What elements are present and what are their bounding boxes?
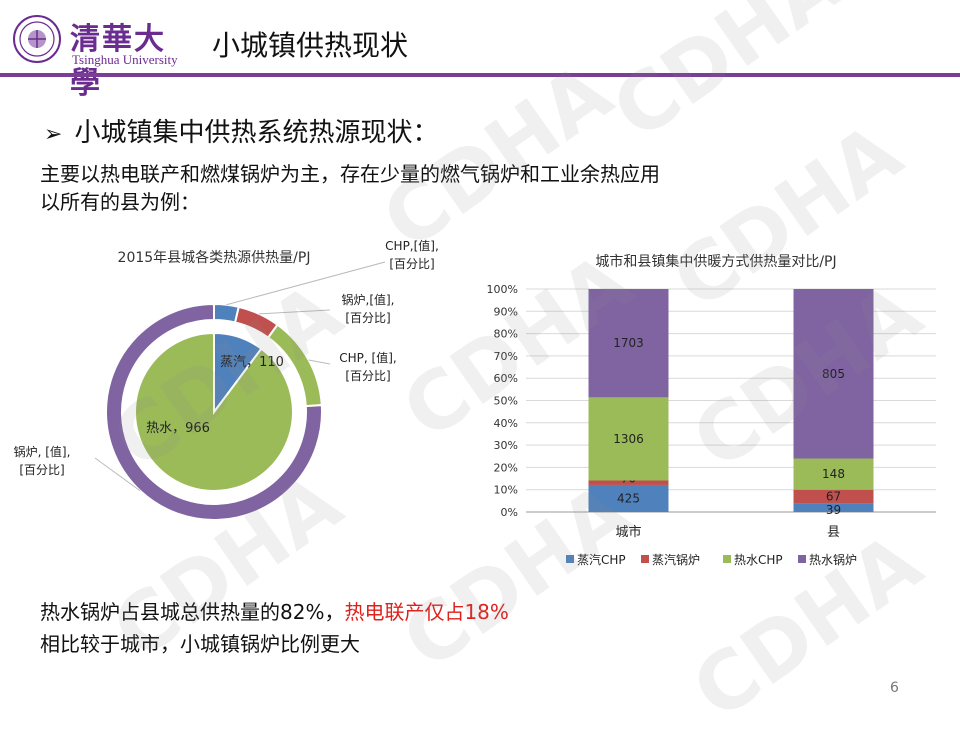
bar-chart-title: 城市和县镇集中供暖方式供热量对比/PJ [595, 253, 836, 270]
pie-inner-slice [134, 331, 294, 492]
pie-outer-label: [百分比] [345, 369, 390, 383]
summary-line-1: 热水锅炉占县城总供热量的82%，热电联产仅占18% [40, 596, 509, 628]
pie-outer-label: CHP,[值], [385, 238, 439, 253]
bar-y-tick-label: 50% [494, 395, 518, 408]
summary-highlight: 热电联产仅占18% [344, 600, 509, 624]
section-heading-text: 小城镇集中供热系统热源现状： [74, 118, 439, 148]
bar-data-label: 425 [617, 491, 640, 505]
legend-label: 蒸汽CHP [577, 552, 626, 567]
bar-segment [588, 484, 669, 512]
logo-chinese-text: 清華大學 [70, 22, 166, 101]
section-heading: ➢ 小城镇集中供热系统热源现状： [44, 112, 438, 149]
intro-line-1: 主要以热电联产和燃煤锅炉为主，存在少量的燃气锅炉和工业余热应用 [40, 162, 660, 186]
pie-outer-label: 锅炉,[值], [342, 292, 395, 307]
bar-data-label: 148 [822, 467, 845, 481]
pie-outer-label: [百分比] [345, 311, 390, 325]
bar-segment [588, 397, 669, 481]
legend-label: 热水CHP [734, 553, 783, 567]
university-logo: 清華大學 Tsinghua University [8, 8, 178, 101]
pie-leader-line [308, 359, 331, 365]
legend-swatch [641, 555, 649, 563]
summary-line-2: 相比较于城市，小城镇锅炉比例更大 [40, 632, 360, 656]
pie-leader-line [259, 309, 331, 315]
bar-data-label: 67 [826, 490, 841, 504]
bar-segment [793, 458, 874, 490]
intro-text: 主要以热电联产和燃煤锅炉为主，存在少量的燃气锅炉和工业余热应用 以所有的县为例： [40, 160, 660, 216]
title-divider [0, 73, 960, 77]
pie-outer-label: 锅炉, [值], [14, 444, 71, 459]
bar-y-tick-label: 10% [494, 484, 518, 497]
bar-segment [793, 503, 874, 512]
bar-segment [588, 480, 669, 485]
bar-x-tick-label: 城市 [615, 524, 641, 540]
pie-inner-label: 蒸汽，110 [220, 355, 284, 370]
arrow-bullet-icon: ➢ [44, 122, 63, 147]
page-number: 6 [890, 680, 899, 696]
bar-y-tick-label: 80% [494, 328, 518, 341]
summary-line-1-text: 热水锅炉占县城总供热量的82%， [40, 600, 345, 624]
bar-y-tick-label: 70% [494, 350, 518, 363]
bar-segment [588, 289, 669, 398]
bar-data-label: 805 [822, 367, 845, 381]
slide-title: 小城镇供热现状 [212, 29, 409, 62]
legend-swatch [798, 555, 806, 563]
bar-data-label: 39 [826, 503, 841, 517]
pie-leader-line [94, 457, 141, 492]
legend-label: 蒸汽锅炉 [652, 552, 700, 567]
bar-data-label: 1703 [613, 336, 644, 350]
logo-english-text: Tsinghua University [72, 52, 178, 67]
pie-leader-line [226, 261, 386, 306]
bar-x-tick-label: 县 [827, 525, 840, 540]
pie-outer-label: CHP, [值], [339, 350, 396, 365]
bar-y-tick-label: 20% [494, 461, 518, 474]
summary-text: 热水锅炉占县城总供热量的82%，热电联产仅占18% 相比较于城市，小城镇锅炉比例… [40, 596, 509, 660]
bar-y-tick-label: 100% [487, 283, 518, 296]
university-seal-icon [13, 15, 61, 63]
bar-y-tick-label: 30% [494, 439, 518, 452]
charts-canvas: 2015年县城各类热源供热量/PJ 蒸汽，110 热水，966 CHP,[值], [百分… [14, 238, 936, 567]
pie-chart-title: 2015年县城各类热源供热量/PJ [118, 250, 311, 266]
bar-y-tick-label: 40% [494, 417, 518, 430]
legend-label: 热水锅炉 [809, 552, 857, 567]
bar-y-tick-label: 60% [494, 372, 518, 385]
bar-data-label: 1306 [613, 432, 644, 446]
bar-segment [793, 289, 874, 459]
intro-line-2: 以所有的县为例： [40, 190, 200, 214]
legend-swatch [566, 555, 574, 563]
legend-swatch [723, 555, 731, 563]
bar-y-tick-label: 90% [494, 305, 518, 318]
bar-segment [793, 489, 874, 504]
pie-outer-label: [百分比] [389, 257, 434, 271]
bar-y-tick-label: 0% [501, 506, 518, 519]
pie-inner-label: 热水，966 [146, 421, 210, 436]
pie-outer-label: [百分比] [19, 463, 64, 477]
